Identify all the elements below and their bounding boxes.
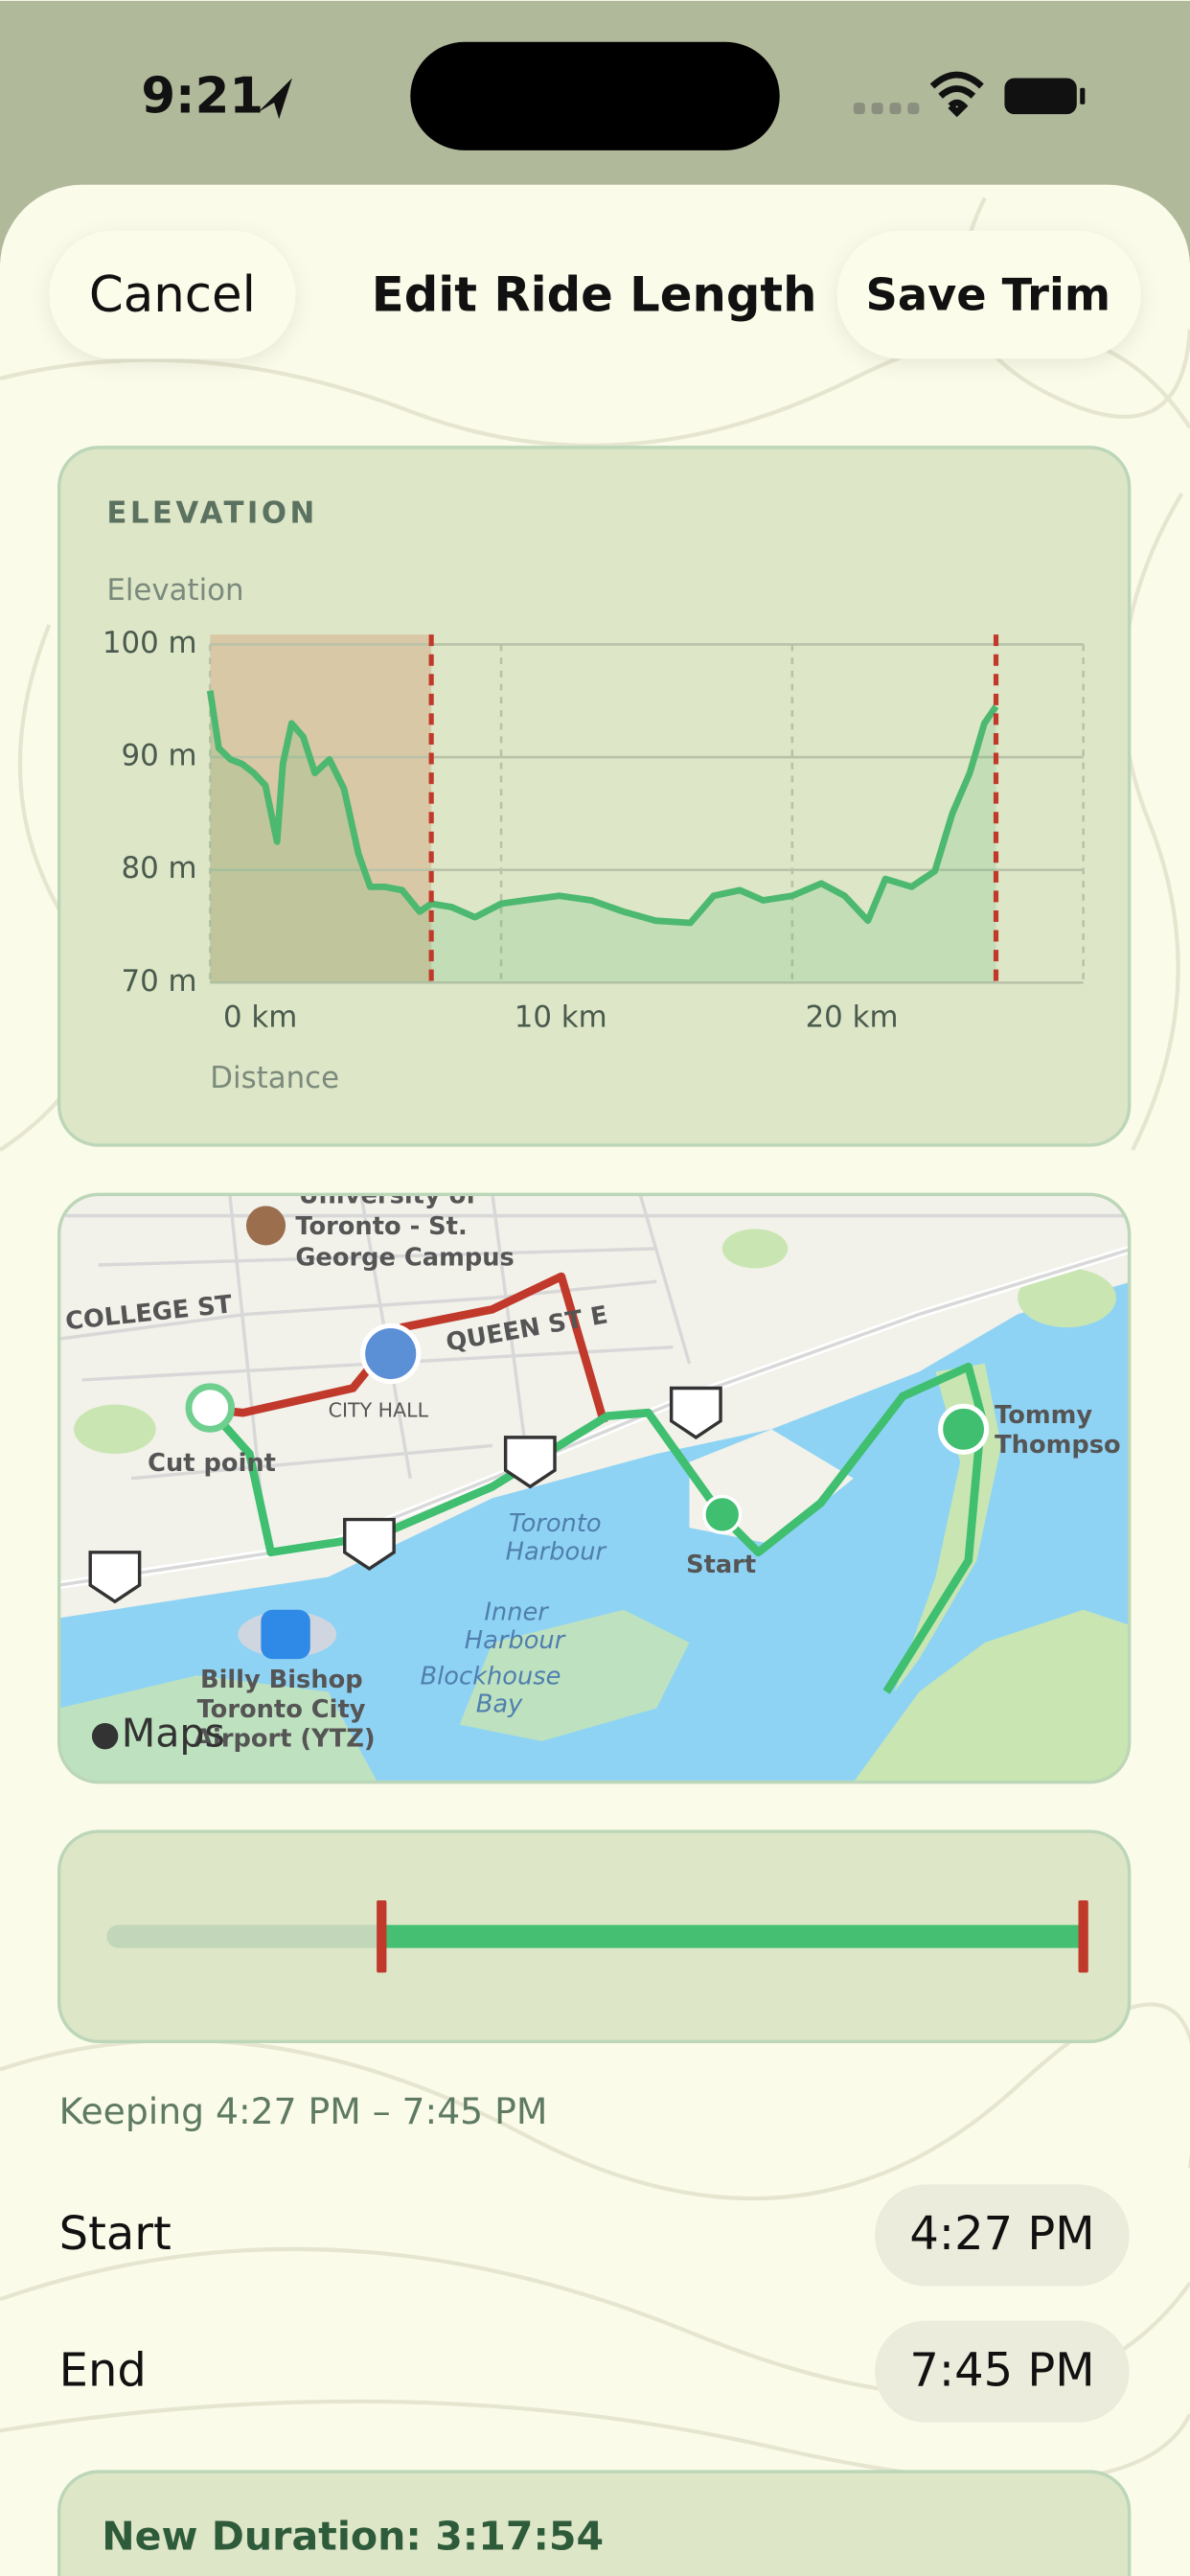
map-label: Inner xyxy=(484,1598,549,1627)
elevation-area xyxy=(210,690,996,983)
start-time-pill[interactable] xyxy=(875,2184,1130,2287)
slider-handle[interactable] xyxy=(1078,1899,1088,1973)
signal-icon xyxy=(853,103,920,115)
cancel-label[interactable]: Cancel xyxy=(89,266,256,324)
y-tick-label: 80 m xyxy=(122,851,197,886)
x-tick-label: 10 km xyxy=(515,1000,607,1035)
map-label: Blockhouse xyxy=(421,1663,561,1691)
map-label: George Campus xyxy=(295,1244,515,1273)
save-button[interactable] xyxy=(836,230,1141,359)
elevation-line xyxy=(206,690,999,927)
map-label: Billy Bishop xyxy=(200,1666,363,1694)
map: University of Toronto - St. George Campu… xyxy=(58,1182,1130,1782)
map-label: Toronto City xyxy=(197,1695,366,1724)
location-icon xyxy=(257,78,292,120)
map-label: University of xyxy=(299,1182,477,1210)
maps-logo: Maps xyxy=(122,1711,225,1757)
map-border xyxy=(57,1192,1132,1784)
start-label: Start xyxy=(59,2207,172,2261)
end-time-pill[interactable] xyxy=(875,2320,1130,2423)
elevation-chart: 70 m 80 m 90 m 100 m 0 km 10 km 20 km xyxy=(103,626,1085,1035)
x-tick-label: 20 km xyxy=(806,1000,899,1035)
map-label: Toronto xyxy=(509,1509,602,1538)
map-label: Harbour xyxy=(506,1537,607,1566)
keeping-range: Keeping 4:27 PM – 7:45 PM xyxy=(59,2090,548,2132)
map-label: CITY HALL xyxy=(329,1398,429,1421)
slider-handle[interactable] xyxy=(377,1899,387,1973)
section-title: ELEVATION xyxy=(106,496,317,531)
end-label: End xyxy=(59,2343,147,2397)
map-label: Toronto - St. xyxy=(295,1212,467,1241)
y-tick-label: 90 m xyxy=(122,739,197,773)
end-time[interactable]: 7:45 PM xyxy=(909,2343,1094,2397)
x-axis-label: Distance xyxy=(210,1061,339,1095)
save-label[interactable]: Save Trim xyxy=(866,268,1110,320)
map-label: Airport (YTZ) xyxy=(194,1725,376,1754)
trimmed-region xyxy=(210,634,432,983)
cancel-button[interactable] xyxy=(49,230,296,359)
map-label: Thompso xyxy=(995,1431,1121,1460)
duration-card xyxy=(57,2470,1132,2576)
map-label: Tommy xyxy=(995,1401,1092,1430)
map-label: Cut point xyxy=(148,1449,276,1478)
status-time: 9:21 xyxy=(141,68,263,126)
trim-slider[interactable] xyxy=(377,1899,1088,1973)
map-label: Harbour xyxy=(465,1626,566,1655)
map-label: Bay xyxy=(476,1690,523,1719)
start-time[interactable]: 4:27 PM xyxy=(909,2207,1094,2261)
x-tick-label: 0 km xyxy=(223,1000,297,1035)
screen-title: Edit Ride Length xyxy=(372,266,817,322)
map-label: Start xyxy=(686,1551,756,1579)
dynamic-island xyxy=(410,41,780,150)
y-tick-label: 70 m xyxy=(122,964,197,999)
new-duration: New Duration: 3:17:54 xyxy=(102,2513,604,2559)
y-axis-label: Elevation xyxy=(106,573,243,608)
slider-active xyxy=(381,1924,1084,1948)
battery-icon xyxy=(1004,78,1086,115)
wifi-icon xyxy=(929,71,984,118)
y-tick-label: 100 m xyxy=(103,626,197,660)
